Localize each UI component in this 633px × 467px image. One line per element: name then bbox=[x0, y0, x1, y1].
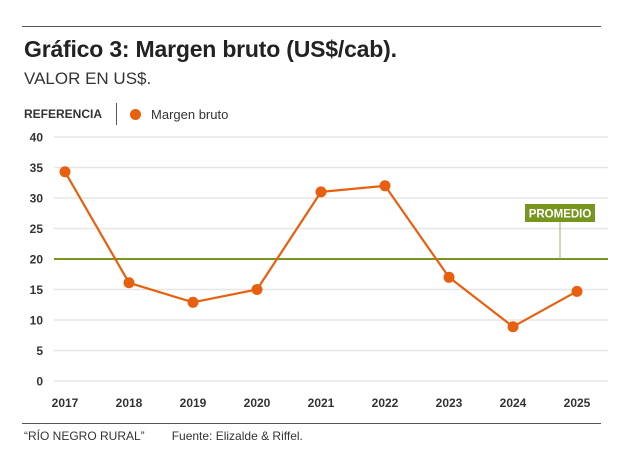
legend: REFERENCIA Margen bruto bbox=[24, 103, 228, 125]
grid-lines bbox=[54, 136, 608, 382]
source-credit: Fuente: Elizalde & Riffel. bbox=[171, 429, 303, 443]
x-tick-label: 2020 bbox=[244, 396, 271, 410]
data-point bbox=[251, 284, 263, 295]
x-axis-ticks: 2017 2018 2019 2020 2021 2022 2023 2024 2025 bbox=[52, 396, 591, 410]
data-point bbox=[123, 277, 135, 289]
bottom-rule bbox=[22, 423, 601, 424]
average-line-group: PROMEDIO bbox=[54, 204, 608, 260]
x-tick-label: 2019 bbox=[180, 396, 207, 410]
data-point bbox=[187, 296, 199, 308]
x-tick-label: 2023 bbox=[436, 396, 463, 410]
y-tick-label: 20 bbox=[30, 253, 44, 267]
footer: “RÍO NEGRO RURAL” Fuente: Elizalde & Rif… bbox=[24, 429, 303, 443]
y-tick-label: 30 bbox=[30, 192, 44, 206]
data-point bbox=[443, 271, 455, 283]
x-tick-label: 2021 bbox=[308, 396, 335, 410]
top-rule bbox=[22, 26, 601, 27]
chart-title: Gráfico 3: Margen bruto (US$/cab). bbox=[24, 36, 397, 62]
x-tick-label: 2024 bbox=[500, 396, 527, 410]
y-tick-label: 5 bbox=[36, 344, 43, 358]
chart-subtitle: VALOR EN US$. bbox=[24, 69, 152, 88]
y-tick-label: 35 bbox=[30, 161, 44, 175]
y-tick-label: 10 bbox=[30, 314, 44, 328]
legend-divider bbox=[116, 103, 118, 125]
y-axis-ticks: 0 5 10 15 20 25 30 35 40 bbox=[30, 131, 44, 389]
y-tick-label: 40 bbox=[30, 131, 44, 145]
average-label: PROMEDIO bbox=[529, 209, 592, 221]
data-point bbox=[315, 186, 327, 198]
data-point bbox=[59, 166, 71, 178]
data-point bbox=[379, 180, 391, 192]
series-margen-bruto bbox=[59, 166, 583, 333]
x-tick-label: 2018 bbox=[116, 396, 143, 410]
x-tick-label: 2025 bbox=[564, 396, 591, 410]
average-label-box bbox=[525, 204, 595, 222]
x-tick-label: 2022 bbox=[372, 396, 399, 410]
y-tick-label: 25 bbox=[30, 222, 44, 236]
y-tick-label: 15 bbox=[30, 283, 44, 297]
legend-series-label: Margen bruto bbox=[151, 106, 229, 122]
legend-series-marker bbox=[130, 108, 142, 120]
data-point bbox=[571, 285, 583, 297]
y-tick-label: 0 bbox=[36, 375, 43, 389]
publication-credit: “RÍO NEGRO RURAL” bbox=[24, 429, 145, 443]
legend-reference-label: REFERENCIA bbox=[24, 107, 103, 121]
data-point bbox=[507, 321, 519, 333]
x-tick-label: 2017 bbox=[52, 396, 79, 410]
